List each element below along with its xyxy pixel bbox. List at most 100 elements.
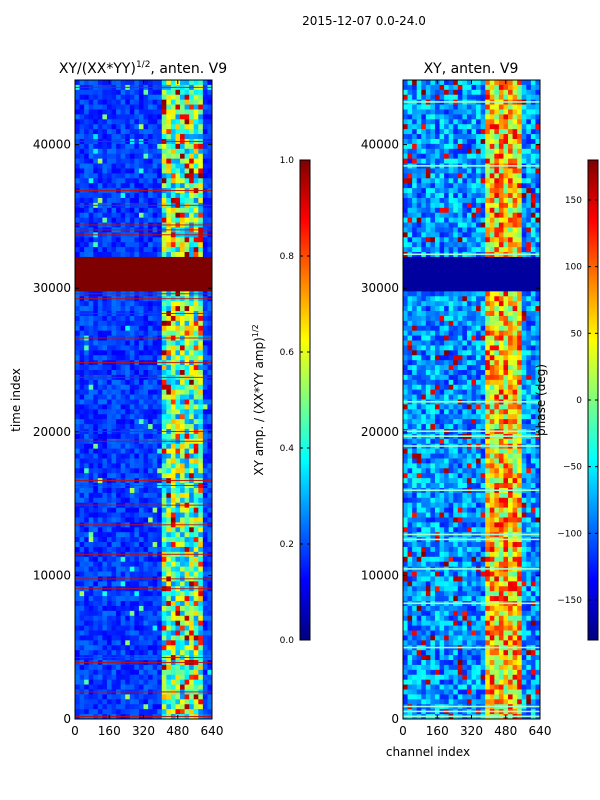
heatmap-cell	[148, 370, 154, 376]
heatmap-cell	[143, 679, 149, 686]
heatmap-cell	[508, 212, 514, 219]
heatmap-cell	[143, 635, 149, 641]
heatmap-cell	[97, 468, 103, 474]
heatmap-cell	[148, 527, 154, 533]
heatmap-cell	[134, 610, 140, 617]
heatmap-cell	[180, 134, 186, 140]
heatmap-cell	[517, 232, 523, 238]
heatmap-cell	[175, 424, 181, 430]
heatmap-cell	[88, 173, 94, 179]
heatmap-cell	[198, 542, 204, 548]
heatmap-cell	[106, 694, 113, 700]
heatmap-cell	[485, 89, 491, 96]
heatmap-cell	[444, 183, 450, 189]
heatmap-cell	[84, 556, 90, 563]
heatmap-cell	[503, 207, 509, 214]
heatmap-cell	[152, 512, 158, 519]
heatmap-cell	[75, 261, 81, 268]
heatmap-cell	[521, 232, 527, 238]
heatmap-cell	[412, 124, 418, 130]
heatmap-cell	[202, 379, 209, 386]
heatmap-cell	[157, 394, 163, 401]
heatmap-cell	[134, 247, 140, 253]
heatmap-cell	[129, 281, 135, 288]
heatmap-cell	[148, 158, 154, 165]
heatmap-cell	[152, 640, 158, 646]
heatmap-cell	[106, 640, 113, 646]
heatmap-cell	[198, 497, 204, 504]
heatmap-cell	[166, 694, 172, 700]
heatmap-cell	[193, 625, 199, 632]
heatmap-cell	[180, 207, 186, 214]
heatmap-cell	[184, 124, 190, 130]
heatmap-cell	[93, 197, 99, 204]
heatmap-cell	[207, 148, 212, 155]
heatmap-cell	[535, 183, 540, 189]
heatmap-cell	[471, 173, 477, 179]
heatmap-cell	[157, 350, 163, 356]
heatmap-cell	[161, 458, 167, 464]
heatmap-cell	[161, 193, 167, 199]
figure-suptitle: 2015-12-07 0.0-24.0	[302, 14, 426, 28]
heatmap-cell	[106, 527, 113, 533]
heatmap-cell	[439, 119, 445, 125]
heatmap-cell	[189, 458, 195, 464]
heatmap-cell	[79, 679, 85, 686]
heatmap-cell	[175, 487, 181, 494]
heatmap-cell	[161, 640, 167, 646]
heatmap-cell	[79, 674, 85, 681]
heatmap-cell	[403, 158, 409, 165]
heatmap-cell	[88, 340, 94, 347]
heatmap-cell	[530, 153, 537, 160]
heatmap-cell	[466, 168, 473, 174]
heatmap-cell	[93, 497, 99, 504]
heatmap-cell	[106, 286, 113, 292]
heatmap-cell	[116, 252, 122, 258]
heatmap-cell	[79, 453, 85, 460]
heatmap-cell	[84, 664, 90, 671]
heatmap-cell	[152, 173, 158, 179]
heatmap-flag-row	[75, 229, 212, 231]
heatmap-flag-row	[75, 86, 212, 88]
heatmap-cell	[412, 119, 418, 125]
heatmap-cell	[93, 143, 99, 150]
heatmap-cell	[526, 104, 532, 111]
heatmap-cell	[521, 80, 527, 86]
heatmap-cell	[166, 266, 172, 273]
heatmap-cell	[462, 193, 468, 199]
heatmap-cell	[143, 546, 149, 553]
heatmap-cell	[88, 409, 94, 415]
heatmap-cell	[129, 256, 135, 263]
heatmap-cell	[425, 134, 431, 140]
heatmap-cell	[79, 399, 85, 406]
heatmap-cell	[480, 134, 486, 140]
heatmap-cell	[180, 173, 186, 179]
heatmap-cell	[189, 153, 195, 160]
heatmap-cell	[161, 168, 167, 174]
heatmap-cell	[202, 89, 209, 96]
heatmap-cell	[207, 394, 212, 401]
heatmap-cell	[148, 237, 154, 243]
heatmap-cell	[143, 315, 149, 322]
heatmap-cell	[166, 276, 172, 283]
heatmap-cell	[111, 640, 117, 646]
heatmap-cell	[207, 134, 212, 140]
heatmap-cell	[157, 134, 163, 140]
heatmap-cell	[116, 261, 122, 268]
heatmap-cell	[430, 124, 436, 130]
heatmap-cell	[175, 379, 181, 386]
heatmap-cell	[134, 261, 140, 268]
heatmap-cell	[494, 173, 500, 179]
heatmap-cell	[102, 379, 108, 386]
heatmap-cell	[193, 704, 199, 710]
heatmap-cell	[125, 330, 131, 337]
heatmap-cell	[457, 114, 463, 120]
heatmap-cell	[138, 532, 145, 538]
heatmap-cell	[494, 94, 500, 101]
heatmap-cell	[116, 114, 122, 120]
heatmap-cell	[207, 399, 212, 406]
heatmap-cell	[189, 699, 195, 705]
heatmap-cell	[84, 379, 90, 386]
heatmap-cell	[430, 104, 436, 111]
